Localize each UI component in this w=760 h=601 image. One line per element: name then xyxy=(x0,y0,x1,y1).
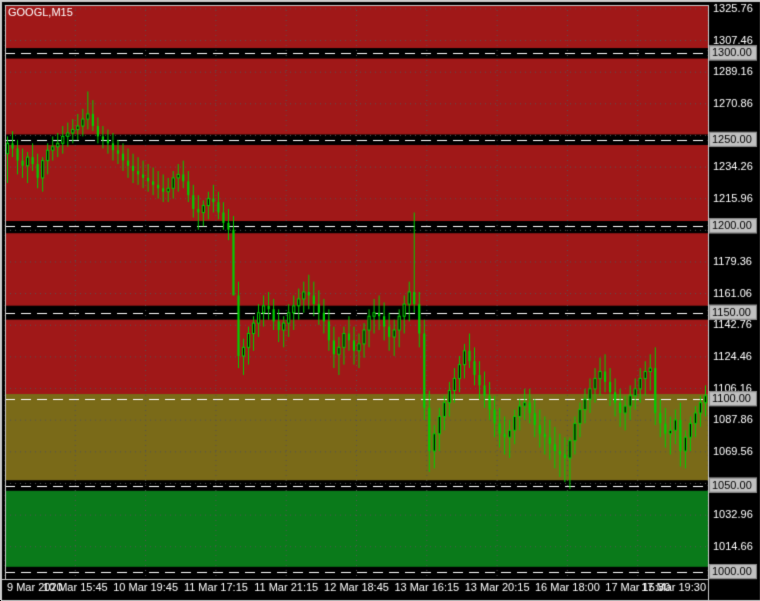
chart-canvas xyxy=(1,1,760,601)
chart-container[interactable]: GOOGL,M15 xyxy=(0,0,760,600)
